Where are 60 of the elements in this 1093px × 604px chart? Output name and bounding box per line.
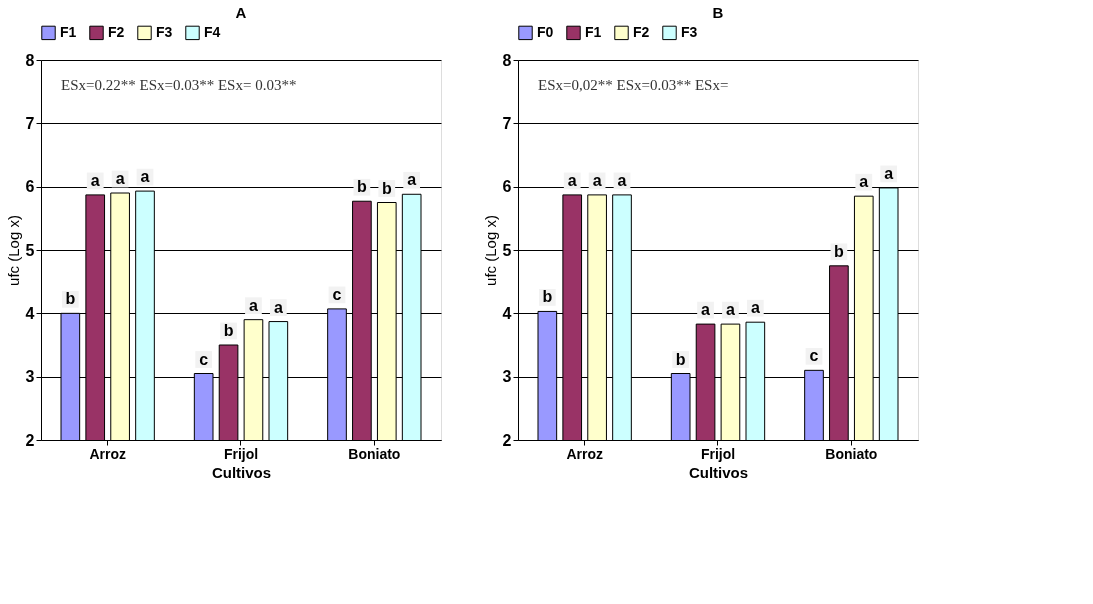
y-tick-label: 6: [502, 178, 512, 196]
y-axis-title: ufc (Log x): [4, 215, 22, 286]
y-axis-title: ufc (Log x): [481, 215, 499, 286]
chart-title: A: [235, 4, 247, 21]
data-label: a: [725, 301, 735, 319]
data-label: a: [115, 170, 125, 187]
data-label: a: [750, 299, 760, 317]
x-tick-label: Arroz: [566, 445, 603, 462]
data-label: a: [273, 298, 283, 316]
data-label: a: [248, 296, 258, 314]
y-tick-label: 6: [25, 178, 35, 196]
x-tick-label: Frijol: [223, 445, 259, 462]
data-label: b: [675, 350, 686, 368]
data-label: c: [332, 285, 342, 303]
legend-label: F3: [156, 23, 173, 40]
data-label: a: [884, 164, 894, 182]
x-axis-title: Cultivos: [688, 463, 749, 481]
data-label: b: [542, 288, 553, 306]
data-label: b: [223, 322, 234, 339]
legend-label: F0: [537, 23, 554, 40]
y-tick-label: 5: [25, 241, 35, 259]
data-label: b: [357, 178, 367, 196]
data-label: b: [834, 242, 844, 260]
legend-label: F1: [585, 23, 602, 40]
y-tick-label: 3: [502, 368, 512, 386]
y-tick-label: 2: [502, 431, 512, 449]
y-tick-label: 7: [502, 114, 512, 132]
data-label: b: [381, 179, 392, 197]
legend-label: F3: [681, 23, 698, 40]
x-tick-label: Arroz: [89, 445, 126, 462]
data-label: a: [90, 171, 100, 189]
y-tick-label: 4: [25, 304, 35, 322]
y-tick-label: 7: [25, 114, 35, 132]
y-tick-label: 3: [25, 368, 35, 386]
data-label: c: [809, 347, 819, 365]
y-tick-label: 8: [25, 51, 35, 69]
data-label: a: [617, 171, 627, 189]
legend-label: F2: [108, 23, 125, 40]
legend-label: F2: [633, 23, 650, 40]
x-tick-label: Boniato: [825, 445, 878, 462]
annotation: ESx=0.22** ESx=0.03** ESx= 0.03**: [61, 77, 297, 93]
y-tick-label: 4: [502, 304, 512, 322]
data-label: a: [407, 171, 417, 189]
annotation: ESx=0,02** ESx=0.03** ESx=: [538, 77, 729, 93]
y-tick-label: 2: [25, 431, 35, 449]
data-label: b: [65, 290, 76, 308]
y-tick-label: 5: [502, 241, 512, 259]
x-tick-label: Frijol: [700, 445, 736, 462]
chart-title: B: [712, 4, 724, 21]
legend-label: F1: [60, 23, 77, 40]
y-tick-label: 8: [502, 51, 512, 69]
data-label: a: [859, 173, 869, 191]
data-label: a: [592, 171, 602, 189]
x-tick-label: Boniato: [348, 445, 401, 462]
data-label: a: [140, 168, 150, 186]
data-label: c: [199, 350, 209, 368]
legend-label: F4: [204, 23, 221, 40]
data-label: a: [701, 301, 711, 319]
x-axis-title: Cultivos: [211, 463, 272, 481]
data-label: a: [567, 171, 577, 189]
